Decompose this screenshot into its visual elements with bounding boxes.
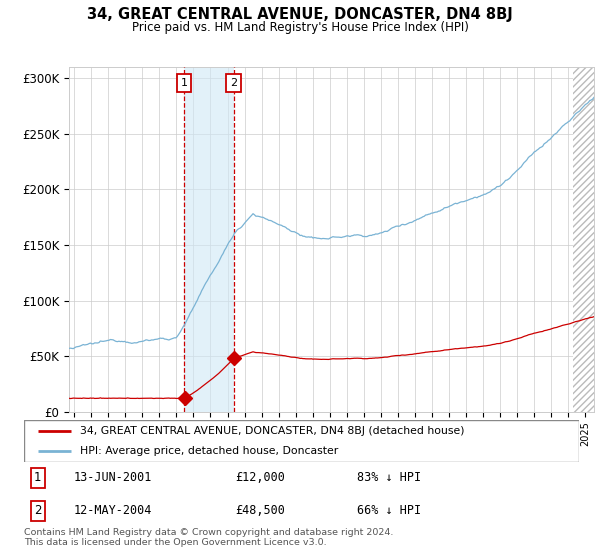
Text: 13-JUN-2001: 13-JUN-2001 [74, 471, 152, 484]
FancyBboxPatch shape [24, 420, 579, 462]
Text: HPI: Average price, detached house, Doncaster: HPI: Average price, detached house, Donc… [79, 446, 338, 456]
Text: 1: 1 [34, 471, 41, 484]
Bar [572, 67, 600, 412]
Text: 66% ↓ HPI: 66% ↓ HPI [357, 504, 421, 517]
Text: 34, GREAT CENTRAL AVENUE, DONCASTER, DN4 8BJ (detached house): 34, GREAT CENTRAL AVENUE, DONCASTER, DN4… [79, 426, 464, 436]
Text: 2: 2 [34, 504, 41, 517]
Text: 2: 2 [230, 78, 238, 88]
Text: Price paid vs. HM Land Registry's House Price Index (HPI): Price paid vs. HM Land Registry's House … [131, 21, 469, 34]
Bar [184, 67, 234, 412]
Text: £12,000: £12,000 [235, 471, 285, 484]
Text: £48,500: £48,500 [235, 504, 285, 517]
Text: Contains HM Land Registry data © Crown copyright and database right 2024.
This d: Contains HM Land Registry data © Crown c… [24, 528, 394, 547]
Text: 83% ↓ HPI: 83% ↓ HPI [357, 471, 421, 484]
Text: 12-MAY-2004: 12-MAY-2004 [74, 504, 152, 517]
Text: 1: 1 [181, 78, 188, 88]
Text: 34, GREAT CENTRAL AVENUE, DONCASTER, DN4 8BJ: 34, GREAT CENTRAL AVENUE, DONCASTER, DN4… [87, 7, 513, 22]
